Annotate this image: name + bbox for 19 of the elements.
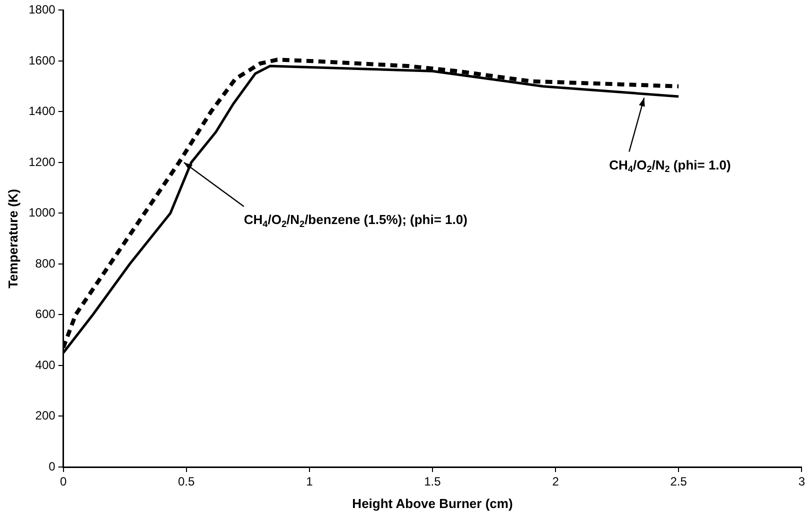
x-tick-label: 1.5 [424, 474, 442, 489]
x-tick-label: 0 [60, 474, 67, 489]
x-tick-label: 1 [306, 474, 314, 489]
y-tick-label: 800 [35, 256, 56, 270]
x-tick-label: 2.5 [670, 474, 688, 489]
x-tick-label: 3 [798, 474, 806, 489]
y-tick-label: 1800 [28, 2, 56, 17]
y-tick-label: 1000 [28, 206, 56, 220]
y-tick-label: 400 [35, 358, 56, 372]
y-tick-label: 1400 [28, 104, 56, 118]
x-tick-label: 0.5 [178, 474, 196, 489]
x-tick-label: 2 [552, 474, 560, 489]
y-tick-label: 600 [35, 307, 56, 322]
y-axis-title: Temperature (K) [5, 188, 20, 288]
y-tick-label: 1200 [28, 154, 56, 169]
y-tick-label: 0 [48, 459, 56, 474]
y-tick-label: 200 [35, 408, 56, 423]
x-axis-title: Height Above Burner (cm) [352, 496, 513, 511]
y-tick-label: 1600 [28, 53, 56, 68]
